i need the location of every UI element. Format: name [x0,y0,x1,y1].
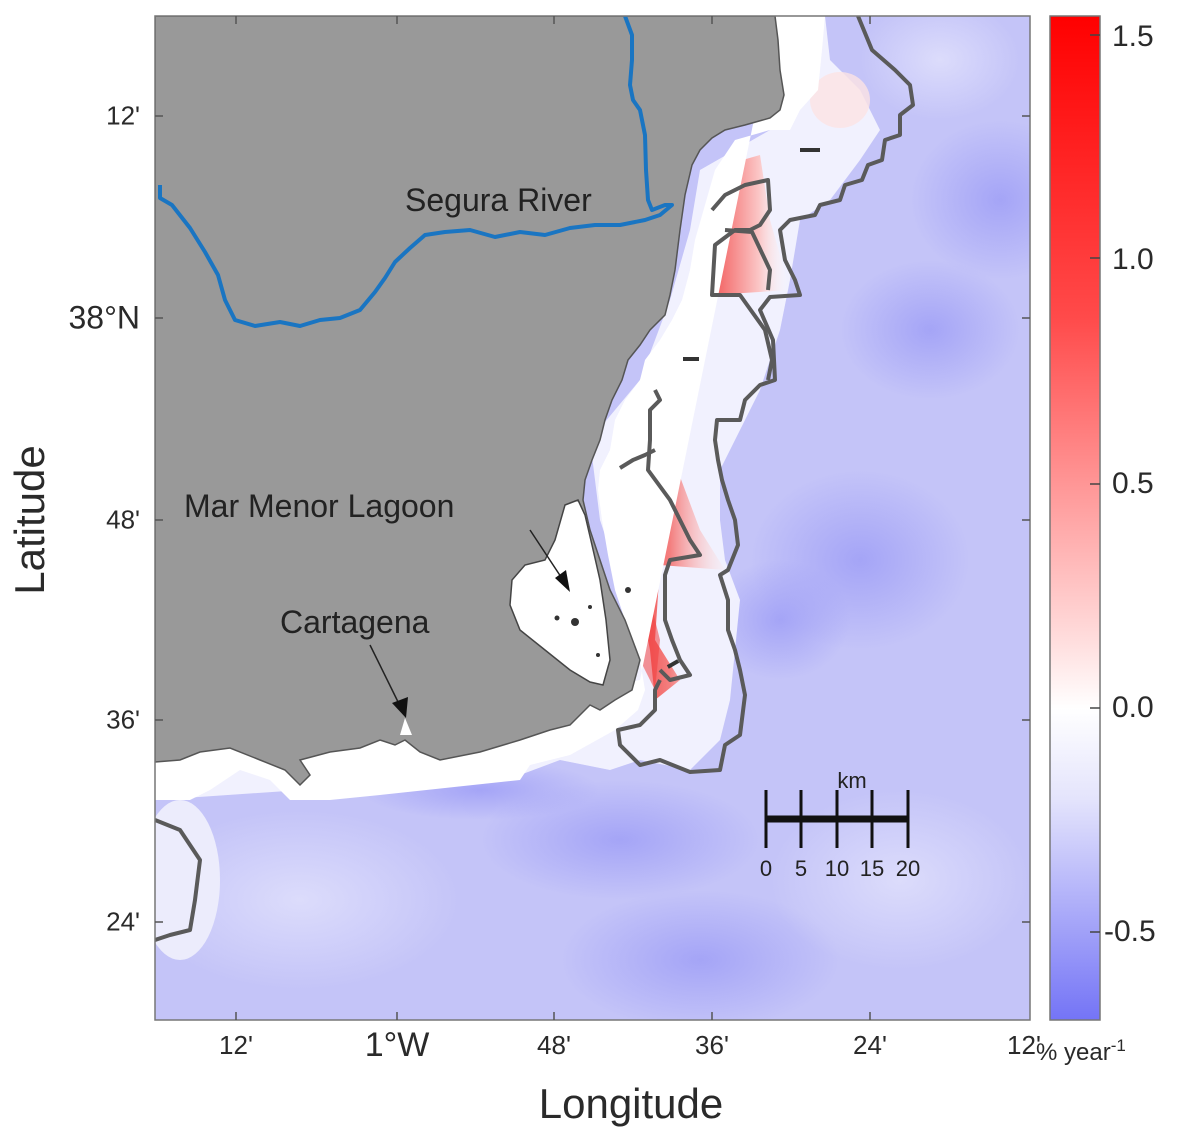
annotation-arrows [369,529,570,718]
colorbar-ticks [1090,34,1100,933]
y-tick-label: 12' [106,100,140,131]
plot-frame [154,15,1031,1021]
colorbar-tick-label: 0.5 [1112,467,1154,500]
x-tick-label: 1°W [364,1026,430,1064]
land-mass [155,16,820,787]
colorbar-unit-exponent: -1 [1110,1036,1126,1055]
y-tick-label: 24' [106,906,140,937]
scale-bar-tick: 0 [759,856,773,881]
x-axis-title: Longitude [538,1080,724,1127]
scale-bar-tick: 5 [794,856,808,881]
colorbar-tick-label: 0.0 [1112,691,1154,724]
colorbar [1049,15,1101,1021]
colorbar-tick-label: 1.5 [1112,20,1154,53]
x-tick-label: 36' [695,1030,729,1060]
scale-bar-tick: 10 [824,856,850,881]
scale-bar-unit: km [837,768,867,793]
y-tick-label: 36' [106,704,140,735]
y-tick-label: 38°N [68,299,141,336]
mar-menor-label: Mar Menor Lagoon [184,488,455,524]
colorbar-unit-label: % year-1 [1036,1036,1126,1067]
x-tick-label: 12' [1007,1030,1041,1060]
cartagena-label: Cartagena [280,604,430,640]
colorbar-tick-label: 1.0 [1112,243,1154,276]
x-tick-label: 48' [537,1030,571,1060]
x-tick-label: 12' [219,1030,253,1060]
coastal-buffer [155,16,825,800]
segura-river-label: Segura River [405,182,592,218]
colorbar-tick-label: -0.5 [1104,915,1156,948]
y-axis-title: Latitude [6,445,53,595]
axis-ticks [155,16,1030,1020]
contour-lines [155,16,915,942]
scale-bar-tick: 20 [895,856,921,881]
x-tick-label: 24' [853,1030,887,1060]
scale-bar [764,790,910,848]
y-tick-label: 48' [106,504,140,535]
colorbar-unit-text: % year [1036,1039,1111,1066]
segura-river-line [158,16,674,328]
scale-bar-tick: 15 [859,856,885,881]
